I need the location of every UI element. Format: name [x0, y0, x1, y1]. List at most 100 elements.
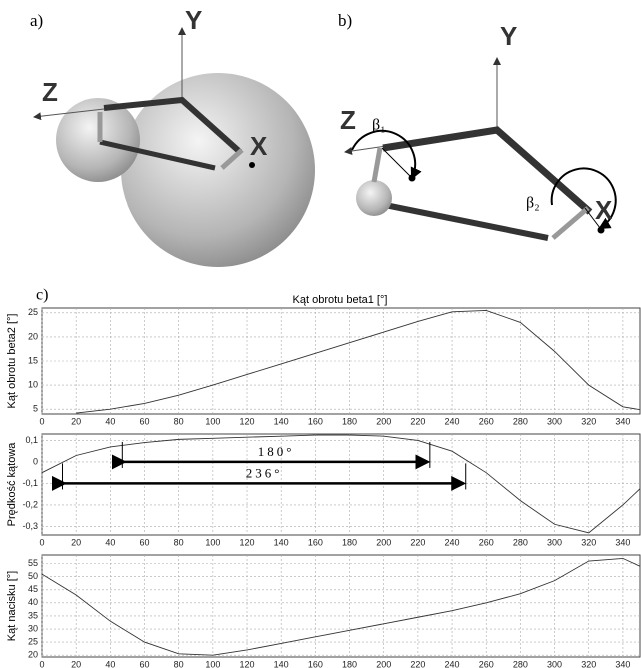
axis-label: Z — [340, 105, 356, 135]
x-tick-label: 280 — [513, 537, 528, 547]
x-tick-label: 260 — [479, 416, 494, 426]
x-tick-label: 220 — [410, 537, 425, 547]
x-tick-label: 280 — [513, 416, 528, 426]
y-tick-label: 35 — [28, 610, 38, 620]
x-tick-label: 140 — [274, 416, 289, 426]
x-tick-label: 0 — [39, 416, 44, 426]
y-tick-label: 45 — [28, 584, 38, 594]
x-tick-label: 320 — [581, 659, 596, 668]
x-tick-label: 200 — [376, 537, 391, 547]
point — [409, 175, 416, 182]
sphere — [356, 180, 392, 216]
x-tick-label: 180 — [342, 659, 357, 668]
x-tick-label: 220 — [410, 659, 425, 668]
y-tick-label: -0,1 — [22, 478, 38, 488]
x-tick-label: 260 — [479, 659, 494, 668]
panel-b: b) Y Z X β₁ β₂ — [338, 11, 616, 238]
y-tick-label: 20 — [28, 650, 38, 660]
x-tick-label: 120 — [240, 659, 255, 668]
x-tick-label: 200 — [376, 659, 391, 668]
x-tick-label: 140 — [274, 659, 289, 668]
x-tick-label: 300 — [547, 659, 562, 668]
x-tick-label: 160 — [308, 416, 323, 426]
y-tick-label: 25 — [28, 636, 38, 646]
angle-ray — [382, 148, 412, 178]
x-tick-label: 140 — [274, 537, 289, 547]
x-tick-label: 120 — [240, 416, 255, 426]
x-tick-label: 160 — [308, 537, 323, 547]
x-tick-label: 220 — [410, 416, 425, 426]
x-tick-label: 80 — [174, 659, 184, 668]
y-tick-label: -0,3 — [22, 521, 38, 531]
x-tick-label: 100 — [205, 537, 220, 547]
x-tick-label: 340 — [615, 416, 630, 426]
plot-area — [42, 555, 640, 657]
x-tick-label: 100 — [205, 416, 220, 426]
x-tick-label: 240 — [445, 416, 460, 426]
x-tick-label: 60 — [140, 659, 150, 668]
panel-label: a) — [30, 11, 43, 30]
point — [249, 162, 255, 168]
y-axis-label: Kąt obrotu beta2 [°] — [6, 314, 18, 409]
x-tick-label: 300 — [547, 416, 562, 426]
y-tick-label: -0,2 — [22, 499, 38, 509]
x-tick-label: 280 — [513, 659, 528, 668]
x-tick-label: 320 — [581, 537, 596, 547]
y-axis-label: Prędkość kątowa — [6, 442, 18, 527]
x-tick-label: 200 — [376, 416, 391, 426]
axis-label: X — [595, 195, 613, 225]
y-axis-label: Kąt nacisku [°] — [6, 571, 18, 641]
x-tick-label: 40 — [105, 659, 115, 668]
axis-label: X — [250, 131, 268, 161]
panel-label: c) — [36, 287, 48, 304]
x-tick-label: 20 — [71, 537, 81, 547]
x-tick-label: 20 — [71, 659, 81, 668]
y-tick-label: 40 — [28, 597, 38, 607]
y-tick-label: 15 — [28, 355, 38, 365]
x-tick-label: 0 — [39, 659, 44, 668]
panel-label: b) — [338, 11, 352, 30]
y-tick-label: 50 — [28, 571, 38, 581]
x-tick-label: 80 — [174, 537, 184, 547]
x-tick-label: 60 — [140, 416, 150, 426]
x-tick-label: 60 — [140, 537, 150, 547]
x-tick-label: 80 — [174, 416, 184, 426]
x-tick-label: 100 — [205, 659, 220, 668]
y-tick-label: 55 — [28, 558, 38, 568]
point — [598, 227, 605, 234]
y-tick-label: 25 — [28, 307, 38, 317]
x-tick-label: 260 — [479, 537, 494, 547]
y-tick-label: 20 — [28, 331, 38, 341]
x-tick-label: 40 — [105, 537, 115, 547]
x-tick-label: 340 — [615, 659, 630, 668]
x-tick-label: 320 — [581, 416, 596, 426]
figure: a) Y Z X b) Y Z X β₁ β₂ c) Kąt obrotu be… — [0, 0, 641, 668]
link — [385, 205, 548, 238]
x-tick-label: 0 — [39, 537, 44, 547]
x-tick-label: 180 — [342, 537, 357, 547]
x-tick-label: 120 — [240, 537, 255, 547]
y-tick-label: 0 — [33, 456, 38, 466]
x-tick-label: 160 — [308, 659, 323, 668]
axis-label: Y — [500, 21, 517, 51]
x-tick-label: 240 — [445, 659, 460, 668]
x-tick-label: 20 — [71, 416, 81, 426]
y-tick-label: 30 — [28, 623, 38, 633]
x-tick-label: 40 — [105, 416, 115, 426]
y-tick-label: 10 — [28, 379, 38, 389]
x-tick-label: 180 — [342, 416, 357, 426]
angle-label: β₂ — [526, 195, 540, 212]
y-tick-label: 5 — [33, 404, 38, 414]
axis-label: Z — [42, 77, 58, 107]
y-tick-label: 0,1 — [25, 435, 38, 445]
angle-label: β₁ — [372, 117, 386, 134]
x-tick-label: 240 — [445, 537, 460, 547]
joint — [374, 148, 380, 182]
x-tick-label: 340 — [615, 537, 630, 547]
panel-a: a) Y Z X — [30, 5, 315, 267]
joint — [553, 208, 588, 238]
annotation-label: 236° — [246, 465, 283, 480]
annotation-label: 180° — [258, 444, 295, 459]
chart-title: Kąt obrotu beta1 [°] — [293, 294, 388, 306]
x-tick-label: 300 — [547, 537, 562, 547]
